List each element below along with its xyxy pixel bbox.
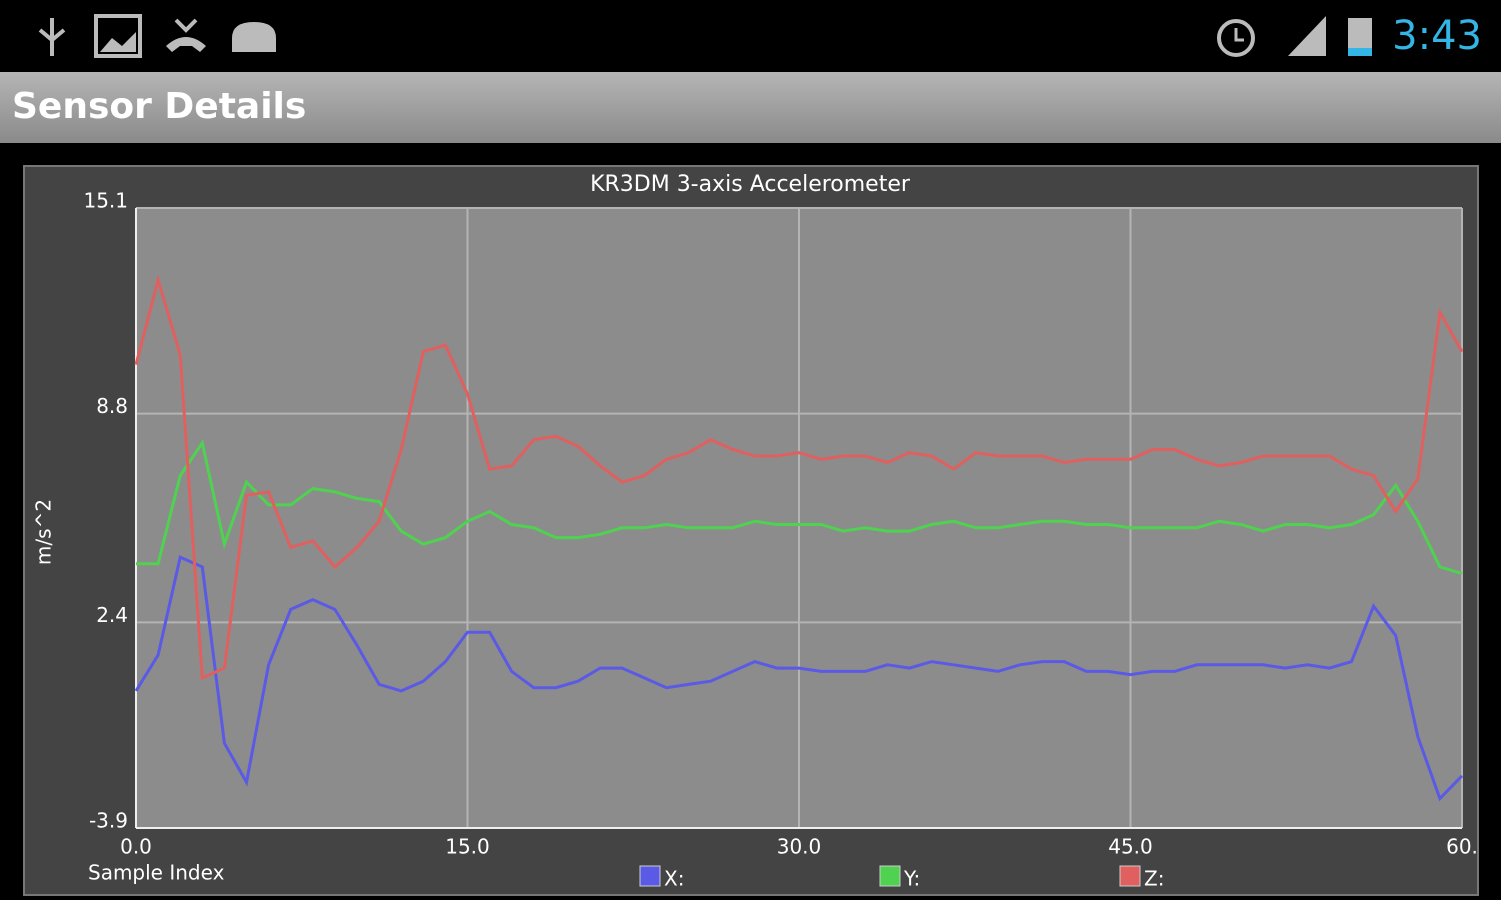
status-time: 3:43 — [1392, 13, 1482, 59]
x-tick-label: 30.0 — [777, 835, 822, 859]
x-tick-label: 45.0 — [1108, 835, 1153, 859]
y-tick-label: 2.4 — [96, 603, 128, 627]
legend-label: Y: — [903, 867, 920, 891]
data-line — [134, 555, 1464, 802]
status-icons — [38, 14, 1372, 58]
status-bar — [0, 0, 1501, 72]
x-tick-label: 15.0 — [445, 835, 490, 859]
chart-title: KR3DM 3-axis Accelerometer — [590, 172, 911, 197]
y-tick-label: -3.9 — [89, 809, 128, 833]
app-bar — [0, 72, 1501, 143]
x-axis-label: Sample Index — [88, 861, 225, 885]
legend-swatch — [639, 865, 661, 887]
legend-swatch — [1119, 865, 1141, 887]
app-title: Sensor Details — [12, 86, 306, 127]
legend-label: Z: — [1144, 867, 1164, 891]
legend-swatch — [879, 865, 901, 887]
x-tick-label: 0.0 — [120, 835, 152, 859]
y-tick-label: 15.1 — [83, 189, 128, 213]
y-axis-label: m/s^2 — [32, 499, 56, 565]
legend-label: X: — [664, 867, 684, 891]
data-line — [136, 439, 1463, 575]
x-tick-label: 60. — [1446, 835, 1478, 859]
data-line — [134, 274, 1464, 681]
y-tick-label: 8.8 — [96, 394, 128, 418]
